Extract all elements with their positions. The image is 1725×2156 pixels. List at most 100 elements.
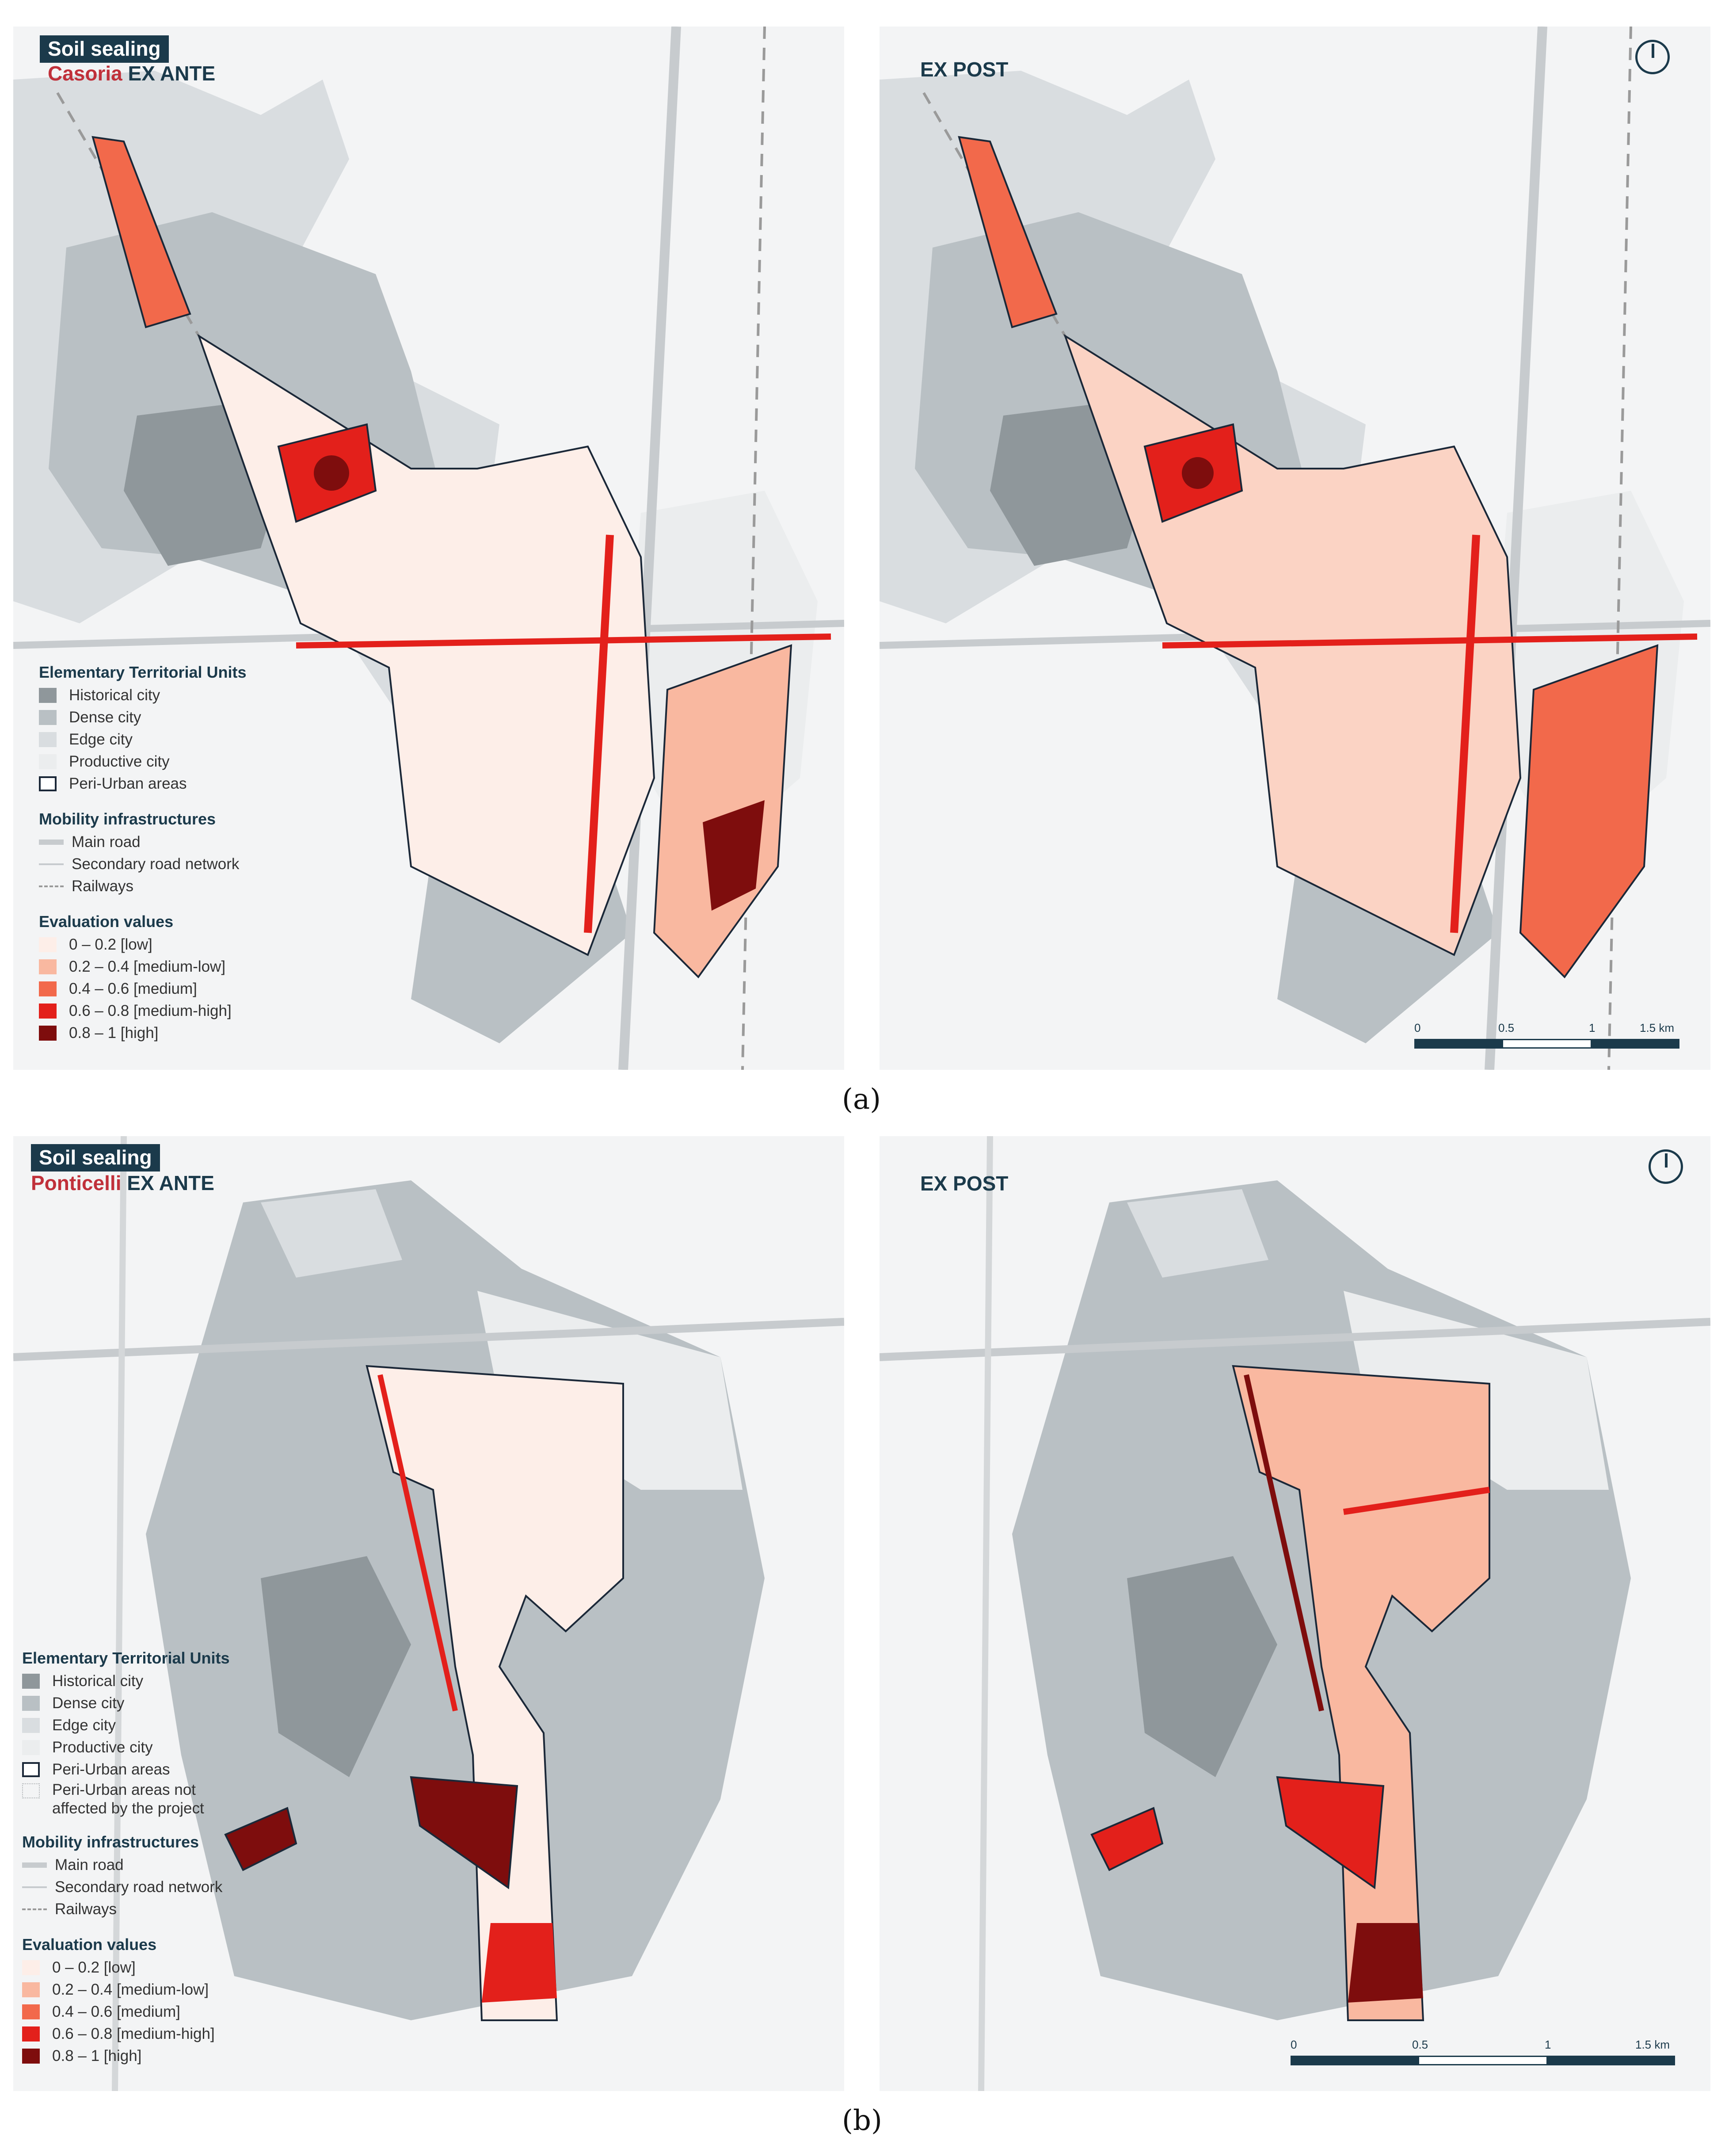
legend-item-dense: Dense city <box>39 706 348 729</box>
swatch-peri-urban <box>39 776 57 791</box>
swatch-low <box>22 1960 40 1975</box>
legend-item-railways: Railways <box>22 1898 305 1920</box>
panel-subtitle: Ponticelli EX ANTE <box>31 1171 214 1194</box>
swatch-medium-low <box>22 1982 40 1997</box>
legend-item-main-road: Main road <box>39 831 348 853</box>
swatch-historical <box>22 1674 40 1689</box>
legend-item-productive: Productive city <box>22 1736 305 1759</box>
road-corridor-east <box>1343 1487 1490 1515</box>
main-road <box>618 27 681 1070</box>
legend-item-edge: Edge city <box>22 1714 305 1736</box>
swatch-productive <box>22 1740 40 1755</box>
north-arrow-icon <box>1649 1149 1683 1184</box>
phase-label: EX POST <box>920 58 1009 81</box>
legend-item-historical: Historical city <box>22 1670 305 1692</box>
line-main-road <box>39 840 64 845</box>
panel-subtitle: Casoria EX ANTE <box>48 62 215 85</box>
road-corridor <box>1244 1374 1324 1712</box>
legend-item-historical: Historical city <box>39 684 348 706</box>
scale-tick-0: 0 <box>1291 2038 1297 2051</box>
scale-tick-0: 0 <box>1414 1021 1421 1034</box>
legend-item-medium-high: 0.6 – 0.8 [medium-high] <box>22 2023 305 2045</box>
road-corridor-high <box>296 633 831 649</box>
scale-tick-1-5-km: 1.5 km <box>1640 1021 1675 1034</box>
high-value-area-west <box>224 1807 297 1871</box>
phase-label: EX POST <box>920 1172 1009 1195</box>
scale-tick-1: 1 <box>1545 2038 1551 2051</box>
line-main-road <box>22 1862 47 1868</box>
ponticelli-ex-ante-map-base <box>13 1136 844 2091</box>
swatch-productive <box>39 754 57 769</box>
scale-tick-1: 1 <box>1589 1021 1596 1034</box>
peri-urban-strip-north <box>958 136 1058 328</box>
swatch-medium-high <box>39 1004 57 1019</box>
railway <box>741 27 766 1070</box>
place-name: Casoria <box>48 62 122 85</box>
scale-tick-0-5: 0.5 <box>1498 1021 1515 1034</box>
legend-item-medium: 0.4 – 0.6 [medium] <box>22 2001 305 2023</box>
swatch-low <box>39 937 57 952</box>
line-railways <box>22 1908 47 1910</box>
legend-mobility-title: Mobility infrastructures <box>39 810 216 828</box>
swatch-medium <box>22 2004 40 2019</box>
legend-etu-title: Elementary Territorial Units <box>39 663 247 681</box>
peri-urban-area <box>366 1365 624 2021</box>
peri-urban-area-east <box>653 644 792 979</box>
high-value-cluster <box>314 455 349 491</box>
peri-urban-area-east <box>1519 644 1659 979</box>
high-value-area <box>410 1776 518 1889</box>
scale-bar: 0 0.5 1 1.5 km <box>1414 1021 1679 1049</box>
swatch-edge <box>39 732 57 747</box>
scale-tick-0-5: 0.5 <box>1412 2038 1428 2051</box>
swatch-medium <box>39 981 57 996</box>
swatch-dense <box>22 1696 40 1711</box>
legend-etu-title: Elementary Territorial Units <box>22 1649 230 1667</box>
swatch-high <box>22 2049 40 2064</box>
medium-high-area <box>482 1923 557 2003</box>
line-secondary-road <box>22 1886 47 1888</box>
main-road-west <box>112 1136 127 2091</box>
phase-label: EX ANTE <box>127 1171 214 1194</box>
legend-item-high: 0.8 – 1 [high] <box>39 1022 348 1044</box>
legend-item-peri-urban-not-affected: Peri-Urban areas not affected by the pro… <box>22 1781 305 1818</box>
legend-item-secondary-road: Secondary road network <box>22 1876 305 1898</box>
road-corridor-high <box>1162 633 1698 649</box>
road-corridor-high-north-south <box>584 534 614 933</box>
legend-item-peri-urban: Peri-Urban areas <box>39 773 348 795</box>
legend-item-high: 0.8 – 1 [high] <box>22 2045 305 2067</box>
place-name: Ponticelli <box>31 1171 122 1194</box>
legend-item-low: 0 – 0.2 [low] <box>39 934 348 956</box>
legend-item-railways: Railways <box>39 875 348 897</box>
caption-a: (a) <box>842 1083 881 1116</box>
map-ponticelli-ex-ante: Soil sealing Ponticelli EX ANTE Elementa… <box>13 1136 844 2091</box>
legend-item-productive: Productive city <box>39 751 348 773</box>
railway <box>1607 27 1632 1070</box>
swatch-historical <box>39 688 57 703</box>
legend-eval-title: Evaluation values <box>39 912 174 931</box>
historical-city-zone <box>1127 1556 1277 1777</box>
legend-mobility-title: Mobility infrastructures <box>22 1833 199 1851</box>
map-casoria-ex-post: EX POST 0 0.5 1 1.5 km <box>880 27 1710 1070</box>
legend-item-medium-low: 0.2 – 0.4 [medium-low] <box>39 956 348 978</box>
main-road <box>880 1318 1710 1361</box>
legend-item-edge: Edge city <box>39 729 348 751</box>
peri-urban-strip-north <box>91 136 191 328</box>
edge-city-zone <box>261 1189 402 1278</box>
high-value-cluster-east <box>703 800 765 911</box>
legend-item-peri-urban: Peri-Urban areas <box>22 1759 305 1781</box>
scale-tick-1-5-km: 1.5 km <box>1635 2038 1670 2051</box>
ponticelli-ex-post-map-base <box>880 1136 1710 2091</box>
legend-eval-title: Evaluation values <box>22 1935 157 1954</box>
indicator-tag: Soil sealing <box>40 35 169 63</box>
legend-b: Elementary Territorial Units Historical … <box>22 1649 305 2067</box>
legend-item-low: 0 – 0.2 [low] <box>22 1957 305 1979</box>
legend-item-medium-low: 0.2 – 0.4 [medium-low] <box>22 1979 305 2001</box>
swatch-edge <box>22 1718 40 1733</box>
high-value-cluster <box>1182 457 1214 489</box>
high-value-area <box>1348 1923 1423 2003</box>
historical-city-zone <box>261 1556 411 1777</box>
scale-bar: 0 0.5 1 1.5 km <box>1291 2038 1675 2065</box>
caption-b: (b) <box>842 2104 882 2137</box>
road-corridor-high-north-south <box>1450 534 1480 933</box>
legend-item-main-road: Main road <box>22 1854 305 1876</box>
